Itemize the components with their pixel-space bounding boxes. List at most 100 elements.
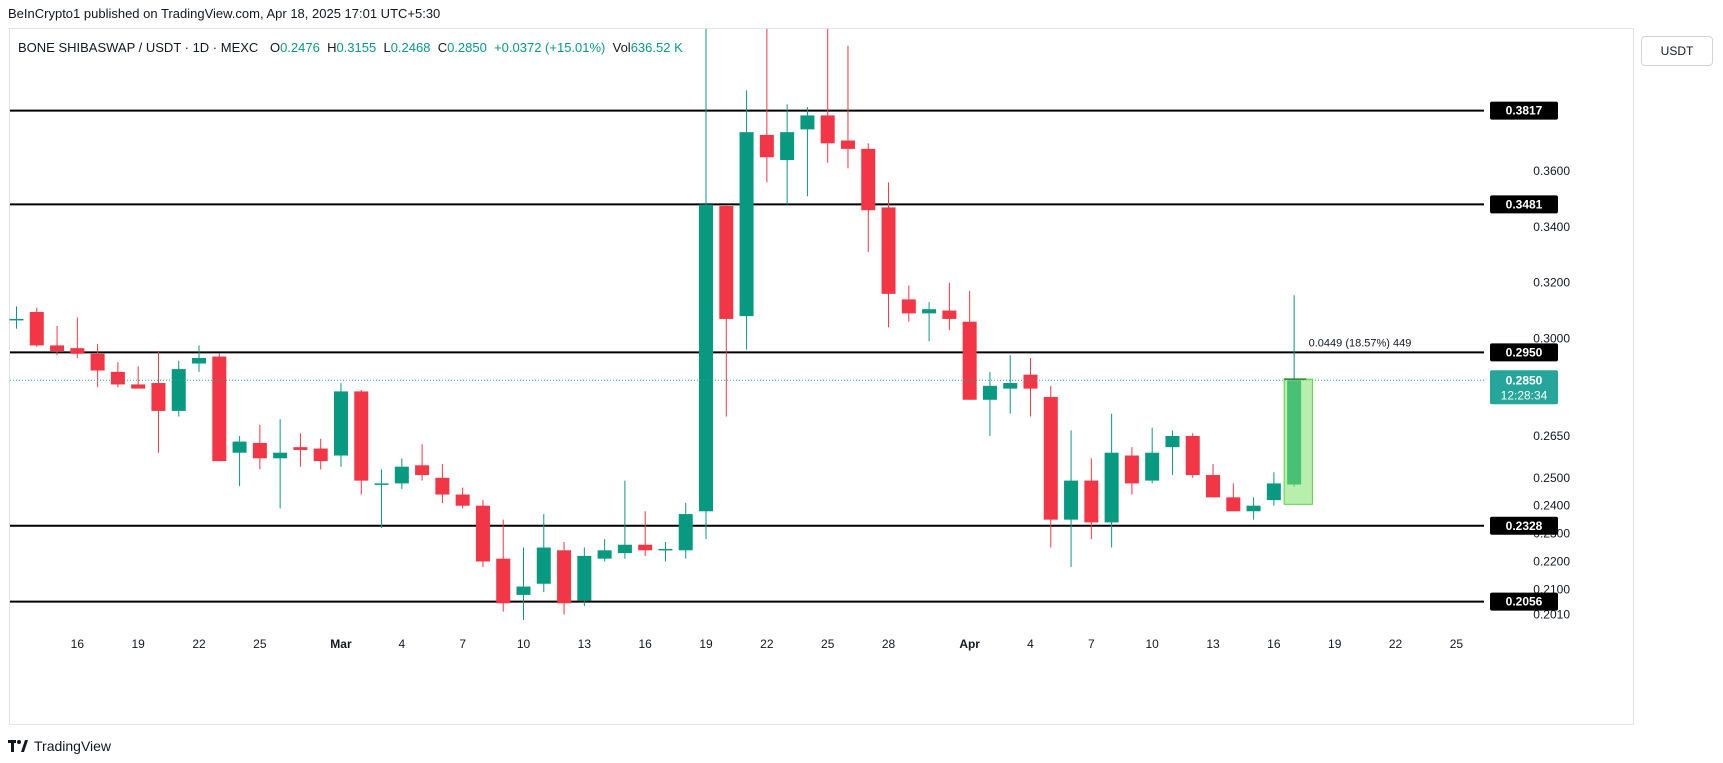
level-badge bbox=[1490, 592, 1558, 611]
level-badge bbox=[1490, 516, 1558, 535]
candle bbox=[252, 424, 267, 470]
candle bbox=[840, 45, 855, 169]
y-tick-label: 0.2650 bbox=[1533, 429, 1570, 443]
candle bbox=[1043, 385, 1058, 548]
x-tick-label: 25 bbox=[1450, 637, 1464, 651]
candle-body bbox=[252, 442, 267, 459]
x-tick-label: 16 bbox=[71, 637, 85, 651]
candle-body bbox=[759, 134, 774, 158]
price-axis: 0.3600 0.3400 0.3200 0.3000 0.2650 0.2500 0.24… bbox=[1490, 101, 1570, 621]
candle-body bbox=[577, 555, 592, 601]
y-tick-label: 0.2400 bbox=[1533, 499, 1570, 513]
candle-body bbox=[273, 452, 288, 459]
y-tick-label: 0.3200 bbox=[1533, 276, 1570, 290]
candle-body bbox=[1023, 374, 1038, 389]
level-badge bbox=[1490, 101, 1558, 120]
time-axis: 16 19 22 25 Mar 4 7 10 13 16 19 22 25 28 Apr 4 7 10 13 16 19… bbox=[71, 637, 1464, 651]
candle-body bbox=[516, 586, 531, 595]
candle-body bbox=[881, 207, 896, 294]
candle bbox=[1003, 355, 1018, 414]
measure-box bbox=[1283, 378, 1313, 505]
candle-body bbox=[394, 466, 409, 484]
x-tick-label: 16 bbox=[1267, 637, 1281, 651]
candle-body bbox=[942, 310, 957, 319]
candle-body bbox=[1185, 436, 1200, 476]
level-badge bbox=[1490, 195, 1558, 214]
level-badge-label: 0.3817 bbox=[1506, 104, 1543, 118]
candle bbox=[374, 469, 389, 529]
candle bbox=[475, 500, 490, 568]
x-tick-label: 28 bbox=[882, 637, 896, 651]
candle bbox=[29, 307, 44, 347]
candle bbox=[70, 317, 85, 358]
candle bbox=[1023, 357, 1038, 417]
x-tick-label: Mar bbox=[330, 637, 352, 651]
candle-body bbox=[820, 115, 835, 144]
chart-frame bbox=[9, 28, 1634, 725]
candle bbox=[9, 306, 24, 329]
candle bbox=[455, 487, 470, 509]
candle-body bbox=[861, 148, 876, 211]
candle bbox=[415, 444, 430, 481]
symbol-title[interactable]: BONE SHIBASWAP / USDT · 1D · MEXC bbox=[18, 40, 259, 55]
candle-body bbox=[536, 547, 551, 584]
open-label: O bbox=[269, 40, 281, 55]
candle-body bbox=[982, 385, 997, 400]
candle-body bbox=[171, 369, 186, 411]
candle bbox=[293, 433, 308, 467]
low-value: 0.2468 bbox=[390, 40, 431, 55]
candle-body bbox=[374, 483, 389, 485]
candle-body bbox=[90, 353, 105, 371]
y-tick-label: 0.2500 bbox=[1533, 471, 1570, 485]
candle-body bbox=[800, 115, 815, 130]
candle-body bbox=[1104, 452, 1119, 523]
candle-body bbox=[131, 384, 146, 389]
candle bbox=[759, 29, 774, 183]
volume-value: 636.52 K bbox=[630, 40, 683, 55]
candle bbox=[638, 511, 653, 556]
candles bbox=[9, 29, 1302, 620]
candle bbox=[617, 480, 632, 559]
x-tick-label: 10 bbox=[517, 637, 531, 651]
x-tick-label: 19 bbox=[132, 637, 146, 651]
candle bbox=[597, 539, 612, 562]
countdown-label: 12:28:34 bbox=[1501, 388, 1548, 402]
candle-body bbox=[1266, 483, 1281, 501]
candle bbox=[881, 182, 896, 328]
candle-body bbox=[9, 318, 24, 321]
candle-body bbox=[333, 391, 348, 456]
candle-body bbox=[597, 550, 612, 559]
level-badge-label: 0.3481 bbox=[1506, 197, 1543, 211]
candle bbox=[1246, 497, 1261, 520]
measure-label: 0.0449 (18.57%) 449 bbox=[1309, 337, 1412, 349]
volume-label: Vol bbox=[612, 40, 631, 55]
candle bbox=[1064, 430, 1079, 568]
candle bbox=[1145, 427, 1160, 484]
candle-body bbox=[1226, 497, 1241, 512]
candle-body bbox=[1043, 396, 1058, 520]
candle-body bbox=[232, 441, 247, 453]
candle bbox=[1266, 472, 1281, 506]
candle bbox=[1084, 458, 1099, 540]
candle bbox=[131, 366, 146, 389]
x-tick-label: 25 bbox=[253, 637, 267, 651]
candle-body bbox=[780, 132, 795, 161]
tradingview-logo[interactable]: TradingView bbox=[8, 738, 111, 754]
candle bbox=[536, 514, 551, 593]
y-tick-label: 0.2200 bbox=[1533, 554, 1570, 568]
candle bbox=[1185, 433, 1200, 478]
x-tick-label: 16 bbox=[639, 637, 653, 651]
candle-body bbox=[658, 548, 673, 551]
candle bbox=[678, 502, 693, 559]
candle bbox=[982, 371, 997, 437]
candle-body bbox=[739, 132, 754, 317]
candle-body bbox=[617, 544, 632, 554]
open-value: 0.2476 bbox=[280, 40, 320, 55]
candle-body bbox=[354, 391, 369, 481]
candle bbox=[719, 204, 734, 417]
y-tick-label: 0.3000 bbox=[1533, 331, 1570, 345]
candle bbox=[50, 325, 65, 356]
level-badge bbox=[1490, 343, 1558, 362]
currency-button[interactable]: USDT bbox=[1641, 36, 1713, 66]
